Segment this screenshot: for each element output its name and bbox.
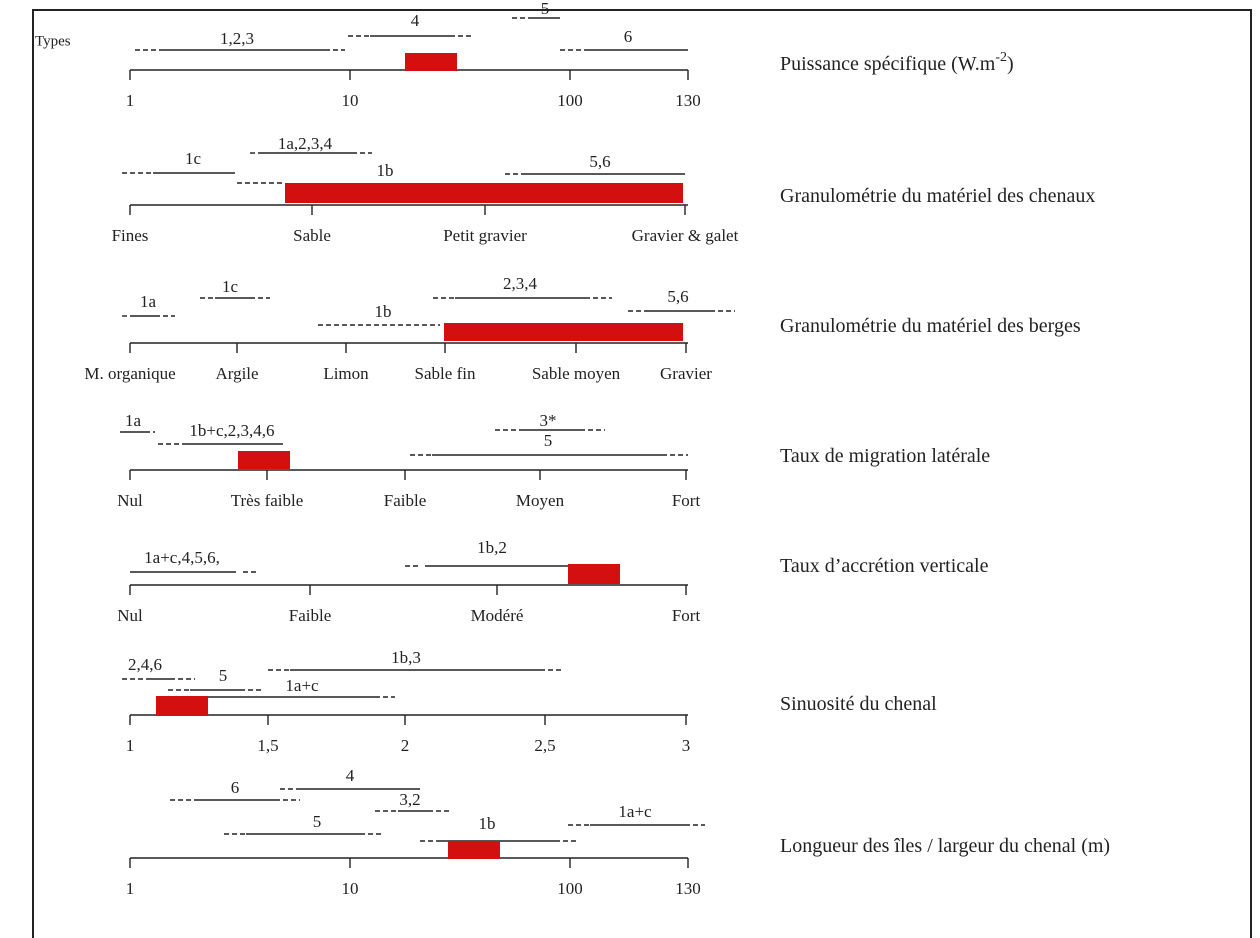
range-label: 1c <box>185 149 202 168</box>
tick-label: Fort <box>672 491 701 510</box>
tick-label: 2,5 <box>534 736 555 755</box>
range-label: 5 <box>541 0 550 18</box>
tick-label: Très faible <box>231 491 304 510</box>
tick-label: 1 <box>126 91 135 110</box>
range-label: 4 <box>346 766 355 785</box>
tick-label: 1 <box>126 736 135 755</box>
tick-label: Argile <box>215 364 258 383</box>
highlight-bar <box>444 323 683 341</box>
range-label: 1b+c,2,3,4,6 <box>189 421 274 440</box>
title-text: Granulométrie du matériel des chenaux <box>780 185 1095 207</box>
tick-label: Fines <box>112 226 149 245</box>
tick-label: Sable fin <box>415 364 476 383</box>
row-title: Granulométrie du matériel des chenaux <box>780 185 1095 207</box>
row-title: Puissance spécifique (W.m-2) <box>780 50 1014 74</box>
range-label: 1a,2,3,4 <box>278 134 333 153</box>
range-label: 5 <box>219 666 228 685</box>
row-title: Taux d’accrétion verticale <box>780 555 989 577</box>
range-label: 1a+c <box>618 802 652 821</box>
tick-label: 1,5 <box>257 736 278 755</box>
tick-label: 10 <box>342 91 359 110</box>
title-text: Sinuosité du chenal <box>780 693 937 715</box>
row-title: Sinuosité du chenal <box>780 693 937 715</box>
tick-label: Gravier & galet <box>632 226 739 245</box>
range-label: 1b,3 <box>391 648 421 667</box>
highlight-bar <box>568 564 620 584</box>
tick-label: 10 <box>342 879 359 898</box>
highlight-bar <box>285 183 683 203</box>
tick-label: 100 <box>557 879 583 898</box>
range-label: 3* <box>540 411 557 430</box>
highlight-bar <box>156 696 208 716</box>
range-label: 2,4,6 <box>128 655 162 674</box>
title-text: Granulométrie du matériel des berges <box>780 315 1081 337</box>
tick-label: M. organique <box>84 364 175 383</box>
tick-label: Faible <box>289 606 332 625</box>
tick-label: Petit gravier <box>443 226 527 245</box>
title-text: Taux de migration latérale <box>780 445 990 467</box>
range-label: 6 <box>624 27 633 46</box>
tick-label: Gravier <box>660 364 712 383</box>
range-label: 1a+c,4,5,6, <box>144 548 220 567</box>
tick-label: 1 <box>126 879 135 898</box>
tick-label: 130 <box>675 879 701 898</box>
tick-label: 100 <box>557 91 583 110</box>
range-label: 2,3,4 <box>503 274 538 293</box>
range-label: 1c <box>222 277 239 296</box>
title-text: Longueur des îles / largeur du chenal (m… <box>780 835 1110 857</box>
range-label: 1,2,3 <box>220 29 254 48</box>
range-label: 5 <box>544 431 553 450</box>
range-label: 5 <box>313 812 322 831</box>
tick-label: 130 <box>675 91 701 110</box>
tick-label: Modéré <box>471 606 524 625</box>
range-label: 5,6 <box>667 287 688 306</box>
range-label: 1a <box>140 292 157 311</box>
tick-label: Nul <box>117 606 143 625</box>
types-label: Types <box>35 33 71 49</box>
range-label: 1a <box>125 411 142 430</box>
row-title: Granulométrie du matériel des berges <box>780 315 1081 337</box>
range-label: 1b,2 <box>477 538 507 557</box>
tick-label: 3 <box>682 736 691 755</box>
tick-label: Fort <box>672 606 701 625</box>
range-label: 1b <box>375 302 392 321</box>
frame <box>32 9 1252 938</box>
tick-label: Faible <box>384 491 427 510</box>
tick-label: Limon <box>323 364 369 383</box>
tick-label: 2 <box>401 736 410 755</box>
title-text: Puissance spécifique (W.m <box>780 53 996 75</box>
highlight-bar <box>405 53 457 71</box>
range-label: 3,2 <box>399 790 420 809</box>
title-superscript: -2 <box>995 50 1007 65</box>
highlight-bar <box>238 451 290 469</box>
title-text: Taux d’accrétion verticale <box>780 555 989 577</box>
row-title: Longueur des îles / largeur du chenal (m… <box>780 835 1110 857</box>
highlight-bar <box>448 841 500 859</box>
range-label: 6 <box>231 778 240 797</box>
tick-label: Moyen <box>516 491 565 510</box>
range-label: 5,6 <box>589 152 610 171</box>
range-label: 4 <box>411 11 420 30</box>
tick-label: Sable <box>293 226 331 245</box>
range-label: 1b <box>377 161 394 180</box>
title-end: ) <box>1007 53 1014 75</box>
row-title: Taux de migration latérale <box>780 445 990 467</box>
range-label: 1a+c <box>285 676 319 695</box>
range-label: 1b <box>479 814 496 833</box>
tick-label: Nul <box>117 491 143 510</box>
tick-label: Sable moyen <box>532 364 621 383</box>
